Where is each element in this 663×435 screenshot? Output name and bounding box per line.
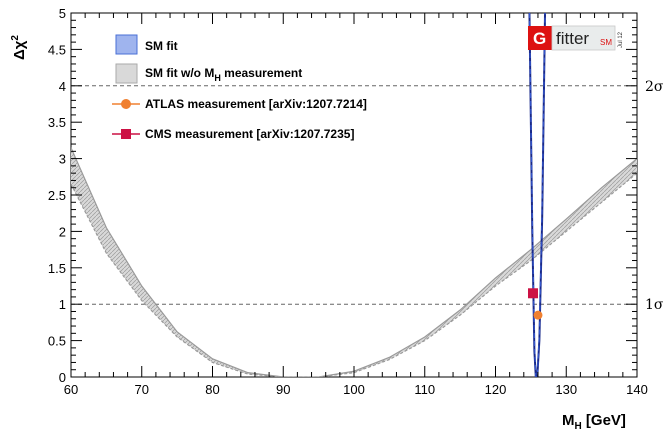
logo-vertical-note: Jul 12 [618, 31, 624, 48]
y-tick-label: 1.5 [48, 261, 66, 276]
y-tick-label: 4.5 [48, 42, 66, 57]
x-axis-title: MH [GeV] [562, 412, 626, 432]
legend-marker-cms [121, 129, 131, 139]
reference-label-1: 2σ [645, 79, 663, 95]
legend-swatch-sm-fit-wo-mh [115, 63, 138, 84]
y-tick-label: 0 [59, 370, 66, 385]
logo-tag: SM [600, 38, 612, 47]
band-sm-fit-wo-mh [71, 147, 637, 377]
x-tick-label: 120 [485, 382, 507, 397]
x-tick-label: 80 [205, 382, 219, 397]
y-axis: 0 0.5 1 1.5 2 2.5 3 3.5 4 4.5 5 [48, 6, 637, 385]
legend-label-sm-fit: SM fit [145, 39, 178, 53]
gfitter-logo: G fitter SM Jul 12 [528, 25, 624, 51]
point-cms [527, 288, 538, 299]
x-tick-label: 130 [555, 382, 577, 397]
legend-label-sm-fit-wo-mh: SM fit w/o MH measurement [145, 66, 302, 83]
reference-label-0: 1σ [645, 297, 663, 313]
y-tick-label: 3 [59, 152, 66, 167]
reference-lines: 1σ 2σ [71, 79, 663, 313]
y-tick-label: 4 [59, 79, 66, 94]
band-sm-fit-wo-mh-hatch [71, 147, 637, 377]
y-tick-label: 3.5 [48, 115, 66, 130]
band-sm-fit-wo-mh-lower [71, 172, 637, 377]
y-tick-label: 2 [59, 224, 66, 239]
y-tick-label: 5 [59, 6, 66, 21]
x-tick-label: 140 [626, 382, 648, 397]
legend-label-atlas: ATLAS measurement [arXiv:1207.7214] [145, 97, 367, 111]
y-tick-label: 2.5 [48, 188, 66, 203]
point-atlas [533, 310, 543, 320]
legend-label-cms: CMS measurement [arXiv:1207.7235] [145, 127, 354, 141]
x-tick-label: 110 [414, 382, 435, 397]
x-tick-label: 70 [135, 382, 149, 397]
legend: SM fit SM fit w/o MH measurement ATLAS m… [112, 34, 367, 141]
legend-marker-atlas [121, 99, 131, 109]
y-tick-label: 1 [59, 297, 66, 312]
y-tick-label: 0.5 [48, 334, 66, 349]
x-tick-label: 100 [343, 382, 365, 397]
x-tick-label: 90 [276, 382, 290, 397]
points-layer [527, 288, 543, 320]
x-axis: 60 70 80 90 100 110 120 130 140 [64, 13, 648, 397]
band-sm-fit-inner [528, 13, 546, 377]
band-sm-fit-wo-mh-upper [71, 147, 637, 377]
legend-swatch-sm-fit [115, 34, 138, 55]
logo-letter: G [533, 29, 546, 48]
logo-word: fitter [556, 29, 589, 48]
y-axis-title: Δχ2 [10, 35, 28, 60]
x-tick-label: 60 [64, 382, 78, 397]
